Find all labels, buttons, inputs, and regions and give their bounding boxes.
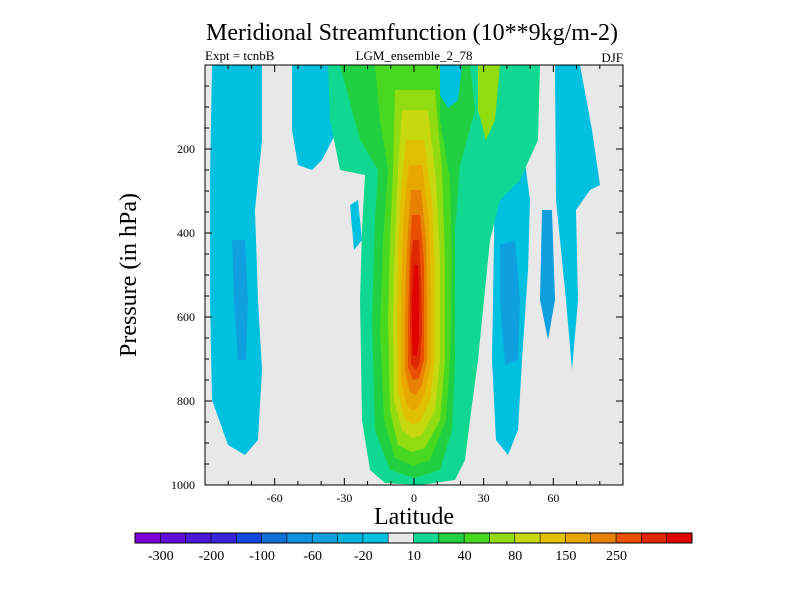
- colorbar-swatch: [413, 533, 440, 543]
- season-label: DJF: [601, 50, 623, 65]
- x-axis: -60 -30 0 30 60: [204, 65, 624, 505]
- colorbar-swatch: [438, 533, 465, 543]
- colorbar-swatch: [540, 533, 566, 543]
- colorbar-swatch: [261, 533, 288, 543]
- colorbar-swatch: [210, 533, 237, 543]
- colorbar-swatch: [337, 533, 364, 543]
- colorbar-swatch: [641, 533, 668, 543]
- ensemble-label: LGM_ensemble_2_78: [356, 48, 473, 63]
- contour-region-blue-nh-outer: [540, 210, 555, 340]
- x-tick-label: -60: [267, 491, 283, 505]
- colorbar-label: 40: [458, 549, 472, 564]
- x-tick-label: -30: [336, 491, 352, 505]
- contour-region-lightgreen-top: [478, 65, 500, 140]
- colorbar-label: 150: [555, 549, 576, 564]
- colorbar-swatch: [464, 533, 490, 543]
- colorbar-label: 10: [407, 549, 421, 564]
- y-axis: 200 400 600 800 1000: [171, 64, 623, 492]
- colorbar-swatch: [666, 533, 693, 543]
- colorbar-label: -100: [249, 549, 275, 564]
- y-tick-label: 400: [177, 226, 195, 240]
- contour-region-blue-nh: [500, 240, 520, 365]
- colorbar-swatch: [185, 533, 212, 543]
- colorbar: -300 -200 -100 -60 -20 10 40 80 150 250: [134, 532, 693, 564]
- x-axis-label: Latitude: [374, 504, 454, 530]
- y-tick-label: 600: [177, 310, 195, 324]
- y-tick-label: 1000: [171, 478, 195, 492]
- contour-region-lightblue-nh-outer: [555, 65, 600, 370]
- colorbar-swatch: [312, 533, 338, 543]
- colorbar-swatch: [616, 533, 642, 543]
- contour-region-lightblue-mid: [350, 200, 362, 250]
- contour-region-blue-sh: [232, 240, 248, 360]
- colorbar-swatch: [489, 533, 516, 543]
- contour-field: [210, 65, 600, 485]
- colorbar-swatch: [362, 533, 389, 543]
- x-tick-label: 0: [411, 491, 417, 505]
- colorbar-label: -20: [354, 549, 373, 564]
- colorbar-swatch: [388, 533, 414, 543]
- y-tick-label: 200: [177, 142, 195, 156]
- contour-region-lightblue-top-center: [440, 65, 462, 108]
- y-axis-label: Pressure (in hPa): [116, 193, 142, 357]
- contour-region-lightblue-sh-upper: [292, 65, 340, 170]
- colorbar-swatch: [590, 533, 617, 543]
- chart-title: Meridional Streamfunction (10**9kg/m-2): [206, 20, 618, 46]
- colorbar-label: 250: [606, 549, 627, 564]
- experiment-label: Expt = tcnbB: [205, 48, 275, 63]
- colorbar-label: -300: [148, 549, 174, 564]
- colorbar-swatch: [135, 533, 161, 543]
- colorbar-swatch: [565, 533, 592, 543]
- x-tick-label: 60: [547, 491, 559, 505]
- colorbar-label: 80: [508, 549, 522, 564]
- contour-region-red: [412, 265, 419, 356]
- colorbar-swatch: [286, 533, 313, 543]
- colorbar-swatch: [236, 533, 262, 543]
- x-tick-label: 30: [478, 491, 490, 505]
- colorbar-label: -200: [199, 549, 225, 564]
- y-tick-label: 800: [177, 394, 195, 408]
- colorbar-swatch: [160, 533, 187, 543]
- colorbar-label: -60: [303, 549, 322, 564]
- colorbar-swatch: [514, 533, 541, 543]
